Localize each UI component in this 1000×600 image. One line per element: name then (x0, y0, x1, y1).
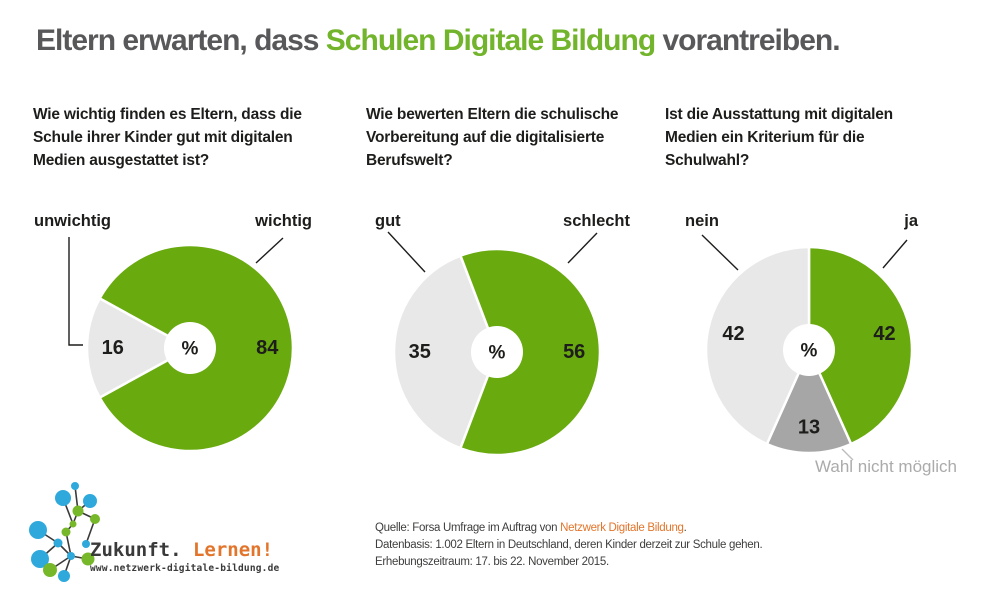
slice-value: 84 (256, 337, 279, 359)
logo-wordmark: Zukunft. Lernen! www.netzwerk-digitale-b… (90, 539, 279, 574)
chart-2-school-preparation: Wie bewerten Eltern die schulische Vorbe… (363, 100, 683, 520)
chart-3-school-choice-criterion: Ist die Ausstattung mit digitalen Medien… (662, 100, 982, 520)
logo-text-orange: Lernen! (192, 539, 274, 561)
title-prefix: Eltern erwarten, dass (36, 24, 326, 57)
question-line: Wie wichtig finden es Eltern, dass die (33, 106, 302, 123)
question-line: Schulwahl? (665, 152, 750, 169)
label-wahl-nicht-moeglich: Wahl nicht möglich (814, 457, 957, 476)
leader-line-unwichtig (68, 237, 83, 346)
question-line: Vorbereitung auf die digitalisierte (366, 129, 605, 146)
question-line: Wie bewerten Eltern die schulische (366, 106, 619, 123)
question-line: Ist die Ausstattung mit digitalen (665, 106, 893, 123)
source-note: Quelle: Forsa Umfrage im Auftrag von Net… (375, 520, 775, 571)
label-gut: gut (375, 212, 401, 230)
source-prefix: Quelle: Forsa Umfrage im Auftrag von (375, 522, 561, 534)
slice-value: 16 (102, 337, 124, 359)
pie-slice-ja (807, 245, 914, 446)
label-unwichtig: unwichtig (34, 212, 111, 230)
pie-chart-3: 42 13 42% (701, 234, 914, 461)
leader-line-ja (882, 239, 908, 269)
pie-slice-gut (392, 254, 499, 450)
pie-center-hole (471, 326, 523, 378)
source-dot: . (683, 522, 687, 534)
label-schlecht: schlecht (563, 212, 630, 230)
label-ja: ja (904, 212, 918, 230)
question-line: Schule ihrer Kinder gut mit digitalen (33, 129, 293, 146)
pie-3: 42 13 42% (704, 245, 914, 455)
leader-line-gut (387, 231, 426, 273)
pie-center-label: % (489, 343, 506, 364)
period-line: Erhebungszeitraum: 17. bis 22. November … (375, 556, 609, 568)
slice-value: 13 (798, 416, 820, 438)
question-line: Berufswelt? (366, 152, 453, 169)
slice-value: 42 (722, 323, 744, 345)
slice-value: 35 (409, 341, 431, 363)
question-line: Medien ausgestattet ist? (33, 152, 210, 169)
label-nein: nein (685, 212, 719, 230)
source-link[interactable]: Netzwerk Digitale Bildung (560, 522, 684, 534)
leader-line-wahl-nicht-moeglich (841, 448, 854, 461)
source-line: Quelle: Forsa Umfrage im Auftrag von Net… (375, 520, 775, 537)
chart-2-question: Wie bewerten Eltern die schulische Vorbe… (366, 103, 678, 172)
title-suffix: vorantreiben. (655, 24, 840, 57)
slice-value: 56 (563, 341, 585, 363)
pie-1: 16 84% (85, 243, 295, 453)
pie-center-label: % (801, 341, 818, 362)
pie-slice-wahl-nicht-m-glich (765, 348, 853, 455)
logo-url[interactable]: www.netzwerk-digitale-bildung.de (90, 563, 280, 574)
question-line: Medien ein Kriterium für die (665, 129, 865, 146)
title-highlight: Schulen Digitale Bildung (325, 24, 656, 57)
logo-nodes (29, 482, 100, 582)
pie-slice-schlecht (459, 247, 602, 457)
pie-center-hole (164, 322, 216, 374)
logo-text-dark: Zukunft. (90, 539, 182, 561)
leader-line-schlecht (567, 232, 598, 264)
pie-slice-nein (704, 245, 811, 446)
chart-3-question: Ist die Ausstattung mit digitalen Medien… (665, 103, 977, 172)
pie-2: 35 56% (392, 247, 602, 457)
pie-chart-1: 16 84% (68, 237, 295, 453)
label-wichtig: wichtig (255, 212, 312, 230)
network-tree-logo-icon (29, 482, 100, 582)
page-title: Eltern erwarten, dass Schulen Digitale B… (36, 24, 986, 58)
chart-1-question: Wie wichtig finden es Eltern, dass die S… (33, 103, 345, 172)
pie-center-label: % (182, 339, 199, 360)
chart-1-equipment-importance: Wie wichtig finden es Eltern, dass die S… (30, 100, 350, 520)
pie-slice-unwichtig (85, 297, 192, 399)
leader-line-nein (701, 234, 739, 271)
leader-line-wichtig (255, 237, 284, 264)
slice-value: 42 (873, 323, 895, 345)
databasis-line: Datenbasis: 1.002 Eltern in Deutschland,… (375, 539, 763, 551)
pie-chart-2: 35 56% (387, 231, 602, 457)
pie-center-hole (783, 324, 835, 376)
